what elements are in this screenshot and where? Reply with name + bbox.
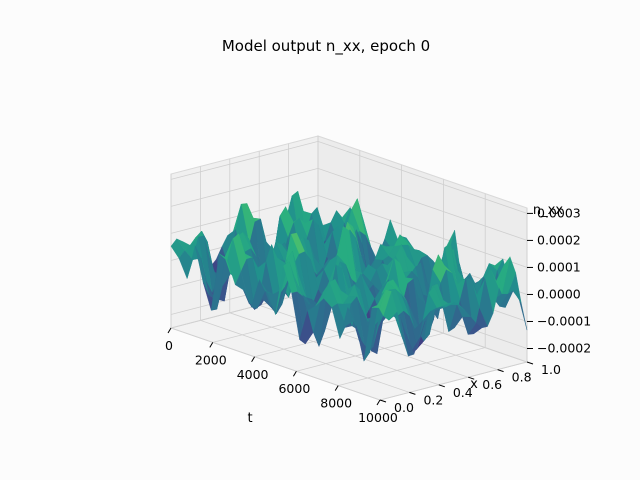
z-tick-label: 0.0002 [537, 232, 581, 247]
t-tick-label: 10000 [358, 410, 398, 425]
z-axis-label: n_xx [533, 203, 563, 218]
x-tick-label: 0.8 [512, 370, 532, 385]
t-tick-mark [334, 385, 339, 391]
z-tick-label: 0.0003 [537, 205, 581, 220]
grid-line-z [170, 194, 528, 268]
grid-line-x [199, 166, 410, 393]
t-tick-mark [167, 327, 172, 334]
x-tick-label: 0.0 [394, 400, 414, 415]
t-tick-mark [209, 342, 214, 348]
x-axis-label: x [470, 377, 478, 392]
t-tick-label: 2000 [195, 352, 227, 367]
grid-line-z [170, 140, 528, 214]
z-tick-label: 0.0001 [537, 259, 581, 274]
t-tick-label: 6000 [278, 381, 310, 396]
x-tick-mark [379, 399, 387, 403]
x-tick-mark [409, 391, 416, 395]
x-tick-label: 0.4 [453, 385, 473, 400]
x-tick-mark [497, 369, 504, 373]
x-tick-mark [526, 361, 534, 365]
x-tick-label: 1.0 [541, 362, 561, 377]
t-tick-mark [376, 399, 381, 406]
grid-line-x [229, 158, 439, 386]
z-tick-label: −0.0001 [537, 313, 591, 328]
x-tick-mark [438, 384, 445, 388]
chart-title: Model output n_xx, epoch 0 [222, 37, 430, 56]
z-tick-label: 0.0000 [537, 286, 581, 301]
x-tick-mark [468, 376, 475, 380]
t-tick-mark [251, 356, 256, 363]
t-tick-label: 0 [165, 338, 173, 353]
t-tick-label: 4000 [237, 367, 269, 382]
grid-line-z [170, 167, 528, 241]
x-tick-label: 0.6 [482, 377, 502, 392]
t-tick-label: 8000 [320, 396, 352, 411]
z-tick-label: −0.0002 [537, 340, 591, 355]
surface-patch [371, 289, 386, 308]
t-axis-label: t [247, 411, 252, 426]
x-tick-label: 0.2 [423, 392, 443, 407]
surface-mesh [170, 190, 528, 362]
t-tick-mark [292, 370, 297, 377]
